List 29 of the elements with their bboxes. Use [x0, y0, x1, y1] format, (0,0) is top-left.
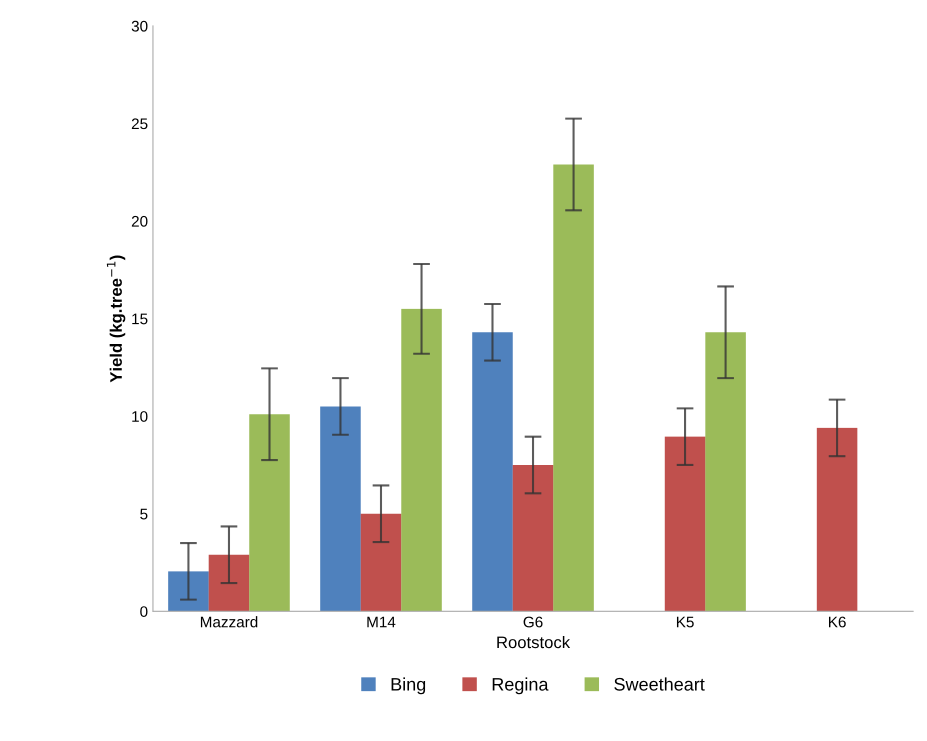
y-tick-label: 15	[132, 314, 148, 324]
legend-label: Regina	[492, 677, 548, 694]
y-tick-label: 10	[132, 411, 148, 422]
x-axis-title: Rootstock	[497, 636, 570, 648]
bar	[401, 308, 442, 612]
x-tick-label: Mazzard	[200, 616, 258, 628]
y-tick-label: 0	[140, 606, 148, 618]
y-tick-label: 5	[140, 508, 148, 520]
y-axis-title: Yield (kg.tree$^{−1}$)	[106, 256, 126, 382]
bar	[208, 554, 250, 612]
legend-label: Bing	[392, 677, 426, 694]
bar	[472, 332, 513, 612]
y-tick-label: 20	[132, 216, 148, 227]
y-tick-label: 25	[132, 118, 148, 130]
bar	[249, 414, 290, 612]
x-tick-label: K6	[828, 616, 846, 628]
x-tick-label: G6	[524, 616, 543, 628]
bar	[553, 164, 594, 612]
legend-label: Sweetheart	[614, 677, 705, 691]
bar	[320, 406, 361, 612]
y-tick-label: 30	[132, 20, 148, 32]
bar	[664, 436, 706, 612]
bar	[816, 428, 858, 612]
bar	[705, 332, 746, 612]
x-tick-label: K5	[676, 616, 694, 628]
bar	[512, 464, 554, 612]
bar	[360, 514, 402, 612]
x-tick-label: M14	[367, 616, 396, 628]
bar	[168, 571, 209, 612]
